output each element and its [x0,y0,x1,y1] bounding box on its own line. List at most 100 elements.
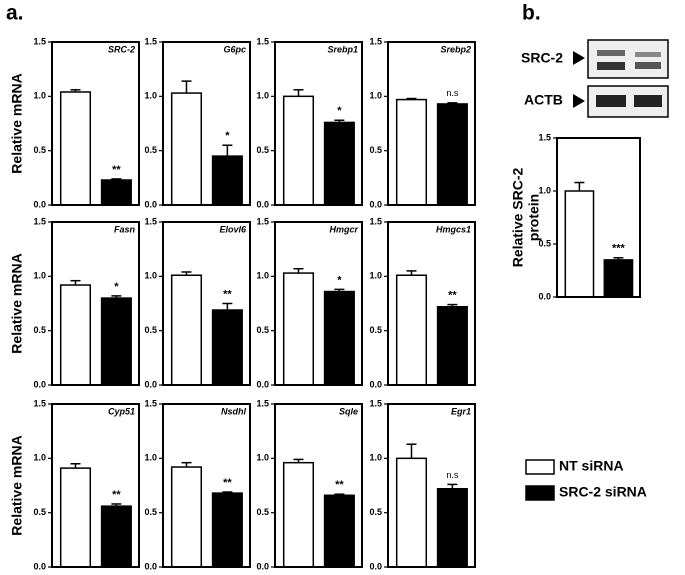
y-tick-label: 0.0 [33,561,46,571]
error-bar [406,443,417,459]
plot-frame [387,41,476,206]
error-bar [181,80,192,94]
y-tick-label: 0.0 [144,561,157,571]
chart-title: Nsdhl [221,406,247,416]
panel-label: a. [6,2,24,25]
y-axis-label: Relative mRNA [9,253,25,353]
y-tick-label: 1.5 [369,216,382,226]
band [597,62,625,70]
plot-frame [274,221,363,386]
bar [211,155,243,206]
y-tick-label: 1.0 [144,91,157,101]
significance: ** [223,288,232,300]
significance: ** [112,164,121,176]
y-tick-label: 1.5 [144,216,157,226]
band [635,52,661,57]
y-tick-label: 1.5 [369,398,382,408]
y-tick-label: 0.0 [256,199,269,209]
y-tick-label: 1.0 [33,453,46,463]
y-tick-label: 1.0 [369,271,382,281]
band [635,62,661,69]
bar [59,91,92,206]
bar [282,95,315,206]
y-tick-label: 1.5 [538,132,551,142]
y-tick-label: 0.5 [369,325,382,335]
error-bar [574,181,585,191]
panel-label: b. [522,2,541,25]
plot-frame [51,403,140,568]
significance: * [337,105,342,117]
chart-title: G6pc [223,44,246,54]
y-tick-label: 0.5 [538,238,551,248]
y-tick-label: 1.5 [256,398,269,408]
y-tick-label: 1.5 [369,36,382,46]
error-bar [293,89,304,97]
bar [100,505,132,568]
arrowhead [573,94,585,108]
y-tick-label: 0.0 [33,199,46,209]
error-bar [222,302,233,311]
plot-frame [387,403,476,568]
bar [170,92,203,206]
y-tick-label: 0.5 [256,507,269,517]
y-tick-label: 0.0 [33,379,46,389]
y-tick-label: 1.0 [144,453,157,463]
chart-title: Cyp51 [108,406,135,416]
legend-swatch [525,485,555,501]
y-tick-label: 0.5 [369,507,382,517]
significance: ** [448,289,457,301]
bar [170,466,203,568]
chart-title: Hmgcs1 [436,224,471,234]
y-axis-label: Relative mRNA [9,73,25,173]
plot-frame [162,403,251,568]
y-axis-label: Relative SRC-2 [510,167,526,267]
bar [323,121,355,206]
bar [100,179,132,206]
legend-swatch [525,459,555,475]
significance: *** [612,243,626,255]
legend-label: SRC-2 siRNA [559,484,647,500]
band [634,95,662,107]
blot-label: ACTB [524,92,563,108]
error-bar [222,144,233,157]
plot-frame [556,137,641,298]
bar [564,190,595,298]
legend-label: NT siRNA [559,458,624,474]
band [597,50,625,56]
y-axis-label: protein [526,194,542,241]
bar [59,284,92,386]
significance: * [337,274,342,286]
y-tick-label: 0.5 [33,507,46,517]
y-tick-label: 0.5 [256,325,269,335]
bar [282,461,315,568]
significance: n.s [446,88,459,98]
y-tick-label: 1.0 [538,185,551,195]
bar [395,98,428,206]
significance: ** [335,479,344,491]
y-tick-label: 1.0 [33,271,46,281]
y-tick-label: 0.0 [144,379,157,389]
y-tick-label: 1.5 [144,36,157,46]
y-tick-label: 0.5 [144,325,157,335]
y-tick-label: 0.5 [33,325,46,335]
y-axis-label: Relative mRNA [9,435,25,535]
y-tick-label: 0.0 [256,561,269,571]
y-tick-label: 0.5 [144,145,157,155]
y-tick-label: 0.0 [369,379,382,389]
bar [211,492,243,568]
bar [395,274,428,386]
y-tick-label: 1.5 [144,398,157,408]
y-tick-label: 1.0 [256,271,269,281]
y-tick-label: 0.0 [256,379,269,389]
y-tick-label: 0.5 [256,145,269,155]
bar [436,103,468,206]
y-tick-label: 0.5 [144,507,157,517]
y-tick-label: 0.0 [144,199,157,209]
plot-frame [274,403,363,568]
chart-title: Sqle [339,406,358,416]
significance: ** [112,489,121,501]
y-tick-label: 1.0 [369,91,382,101]
significance: n.s [446,470,459,480]
plot-frame [162,41,251,206]
